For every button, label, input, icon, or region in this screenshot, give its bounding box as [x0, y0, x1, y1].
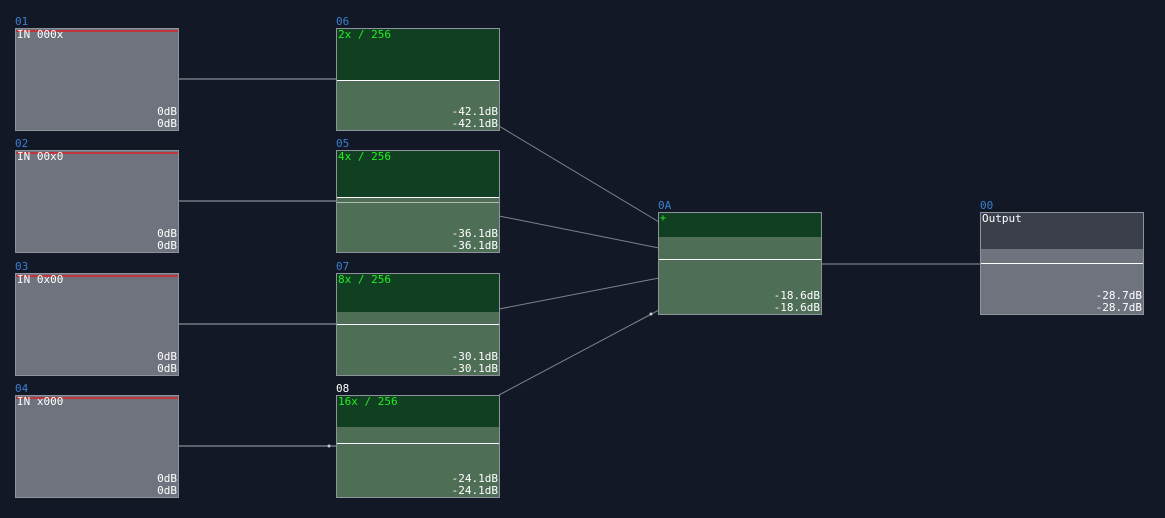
node-title: +: [660, 213, 667, 224]
level-fill: [337, 427, 499, 497]
level-readout-left: -18.6dB: [773, 289, 820, 302]
level-readout-left: -36.1dB: [451, 227, 498, 240]
wire-05-0A: [498, 215, 660, 249]
wire-07-0A: [498, 277, 660, 310]
node-id-label: 06: [336, 15, 350, 28]
node-title: IN 0x00: [17, 273, 64, 286]
node-id-label: 07: [336, 260, 350, 273]
node-id-label: 01: [15, 15, 29, 28]
level-readout-left: -28.7dB: [1095, 289, 1142, 302]
mixer-node-0A[interactable]: 0A + -18.6dB -18.6dB: [658, 200, 822, 315]
clip-indicator: [16, 275, 178, 277]
level-readout-right: -28.7dB: [1095, 301, 1142, 314]
node-id-label: 0A: [658, 199, 672, 212]
node-title: 8x / 256: [338, 273, 391, 286]
clip-indicator: [16, 152, 178, 154]
input-node-04[interactable]: 04 IN x000 0dB 0dB: [15, 383, 179, 498]
clip-indicator: [16, 30, 178, 32]
level-readout-right: -24.1dB: [451, 484, 498, 497]
node-id-label: 05: [336, 137, 350, 150]
level-readout-left: -42.1dB: [451, 105, 498, 118]
node-id-label: 04: [15, 382, 29, 395]
level-readout-left: 0dB: [157, 227, 177, 240]
level-line: [337, 324, 499, 325]
level-line-secondary: [337, 202, 499, 203]
input-node-01[interactable]: 01 IN 000x 0dB 0dB: [15, 16, 179, 131]
level-line: [981, 263, 1143, 264]
node-title: Output: [982, 212, 1022, 225]
input-node-02[interactable]: 02 IN 00x0 0dB 0dB: [15, 138, 179, 253]
input-node-03[interactable]: 03 IN 0x00 0dB 0dB: [15, 261, 179, 376]
level-fill: [981, 249, 1143, 314]
resampler-node-06[interactable]: 06 2x / 256 -42.1dB -42.1dB: [336, 16, 500, 131]
level-readout-left: -30.1dB: [451, 350, 498, 363]
node-id-label: 08: [336, 382, 350, 395]
level-readout-right: 0dB: [157, 117, 177, 130]
level-fill: [337, 80, 499, 130]
node-title: IN 000x: [17, 28, 64, 41]
level-readout-left: 0dB: [157, 105, 177, 118]
output-node-00[interactable]: 00 Output -28.7dB -28.7dB: [980, 200, 1144, 315]
level-readout-right: 0dB: [157, 362, 177, 375]
level-line: [337, 443, 499, 444]
level-readout-right: 0dB: [157, 239, 177, 252]
level-readout-right: -36.1dB: [451, 239, 498, 252]
node-id-label: 03: [15, 260, 29, 273]
level-line: [337, 197, 499, 198]
node-title: 16x / 256: [338, 395, 398, 408]
resampler-node-07[interactable]: 07 8x / 256 -30.1dB -30.1dB: [336, 261, 500, 376]
level-line: [659, 259, 821, 260]
level-readout-left: 0dB: [157, 350, 177, 363]
level-fill: [337, 312, 499, 375]
node-title: IN 00x0: [17, 150, 64, 163]
node-title: 2x / 256: [338, 28, 391, 41]
wire-06-0A: [498, 125, 660, 223]
level-readout-left: 0dB: [157, 472, 177, 485]
level-fill: [337, 197, 499, 252]
resampler-node-05[interactable]: 05 4x / 256 -36.1dB -36.1dB: [336, 138, 500, 253]
level-readout-right: -42.1dB: [451, 117, 498, 130]
node-title: 4x / 256: [338, 150, 391, 163]
level-readout-left: -24.1dB: [451, 472, 498, 485]
node-id-label: 02: [15, 137, 29, 150]
node-title: IN x000: [17, 395, 64, 408]
level-line: [337, 80, 499, 81]
level-readout-right: -30.1dB: [451, 362, 498, 375]
resampler-node-08[interactable]: 08 16x / 256 -24.1dB -24.1dB: [336, 383, 500, 498]
node-id-label: 00: [980, 199, 994, 212]
level-readout-right: -18.6dB: [773, 301, 820, 314]
level-fill: [659, 237, 821, 314]
wire-08-0A: [498, 309, 660, 396]
level-readout-right: 0dB: [157, 484, 177, 497]
clip-indicator: [16, 397, 178, 399]
